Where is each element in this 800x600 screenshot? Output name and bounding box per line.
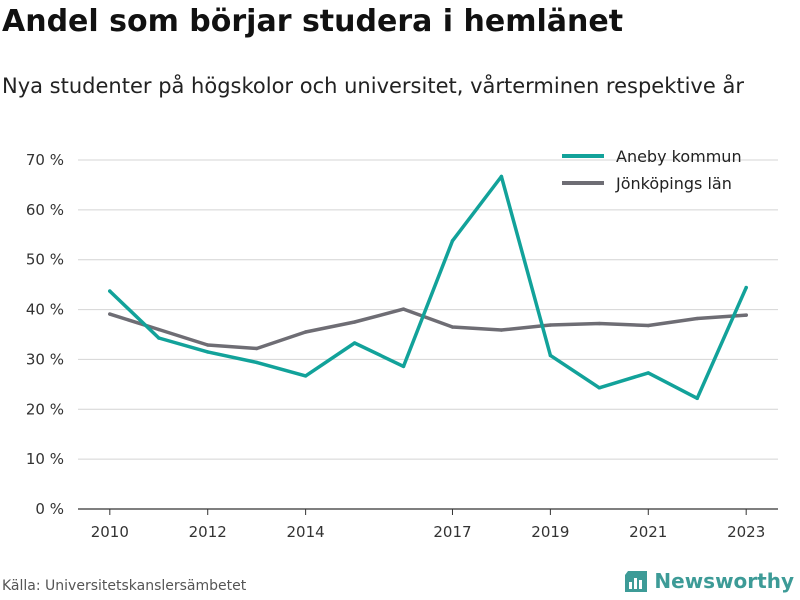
data-point-aneby-kommun xyxy=(646,371,650,375)
x-tick-label: 2010 xyxy=(91,523,129,541)
y-tick-label: 40 % xyxy=(26,301,64,319)
y-tick-label: 20 % xyxy=(26,400,64,418)
series-line-aneby-kommun xyxy=(108,174,748,401)
chart-title: Andel som börjar studera i hemlänet xyxy=(2,4,624,39)
data-point-aneby-kommun xyxy=(499,174,504,179)
y-tick-label: 30 % xyxy=(26,350,64,368)
y-tick-label: 10 % xyxy=(26,450,64,468)
data-point-aneby-kommun xyxy=(695,396,699,401)
source-note: Källa: Universitetskanslersämbetet xyxy=(2,578,247,594)
x-tick-label: 2014 xyxy=(287,523,325,541)
data-point-jonkopings-lan xyxy=(744,313,748,317)
data-point-jonkopings-lan xyxy=(646,323,650,328)
y-tick-label: 70 % xyxy=(26,151,64,169)
data-point-aneby-kommun xyxy=(597,386,602,390)
data-point-jonkopings-lan xyxy=(597,321,602,326)
data-point-aneby-kommun xyxy=(352,341,357,345)
newsworthy-logo-icon xyxy=(625,571,648,592)
x-tick-label: 2012 xyxy=(189,523,227,541)
data-point-aneby-kommun xyxy=(206,350,210,354)
x-tick-label: 2017 xyxy=(433,523,471,541)
data-point-jonkopings-lan xyxy=(303,330,308,334)
data-point-jonkopings-lan xyxy=(254,346,259,351)
x-tick-label: 2023 xyxy=(727,523,765,541)
series-lines xyxy=(108,174,748,401)
y-tick-label: 60 % xyxy=(26,201,64,219)
data-point-jonkopings-lan xyxy=(548,323,553,327)
y-tick-label: 0 % xyxy=(35,500,64,518)
data-point-aneby-kommun xyxy=(548,353,553,358)
brand-name: Newsworthy xyxy=(654,569,794,593)
series-line-jonkopings-lan xyxy=(108,307,748,351)
data-point-aneby-kommun xyxy=(450,239,455,243)
data-point-jonkopings-lan xyxy=(157,327,161,332)
chart-subtitle: Nya studenter på högskolor och universit… xyxy=(2,74,744,98)
data-point-jonkopings-lan xyxy=(352,320,357,324)
data-point-jonkopings-lan xyxy=(695,316,699,321)
data-point-aneby-kommun xyxy=(108,289,112,293)
brand-logo: Newsworthy xyxy=(624,569,794,593)
data-point-aneby-kommun xyxy=(157,336,161,340)
axes: 0 % 10 % 20 % 30 % 40 % 50 % 60 % 70 % 2010 2012 2… xyxy=(26,151,765,541)
data-point-jonkopings-lan xyxy=(108,312,112,316)
legend-label: Aneby kommun xyxy=(616,147,742,166)
data-point-jonkopings-lan xyxy=(206,343,210,347)
y-tick-label: 50 % xyxy=(26,251,64,269)
legend: Aneby kommun Jönköpings län xyxy=(562,147,742,193)
data-point-aneby-kommun xyxy=(744,285,748,290)
x-tick-label: 2019 xyxy=(531,523,569,541)
data-point-jonkopings-lan xyxy=(450,325,455,329)
data-point-aneby-kommun xyxy=(401,364,406,369)
data-point-aneby-kommun xyxy=(254,360,259,365)
data-point-jonkopings-lan xyxy=(401,307,406,311)
grid-lines xyxy=(78,159,778,510)
x-tick-label: 2021 xyxy=(629,523,667,541)
legend-label: Jönköpings län xyxy=(615,174,732,193)
data-point-aneby-kommun xyxy=(303,374,308,378)
data-point-jonkopings-lan xyxy=(499,328,504,332)
